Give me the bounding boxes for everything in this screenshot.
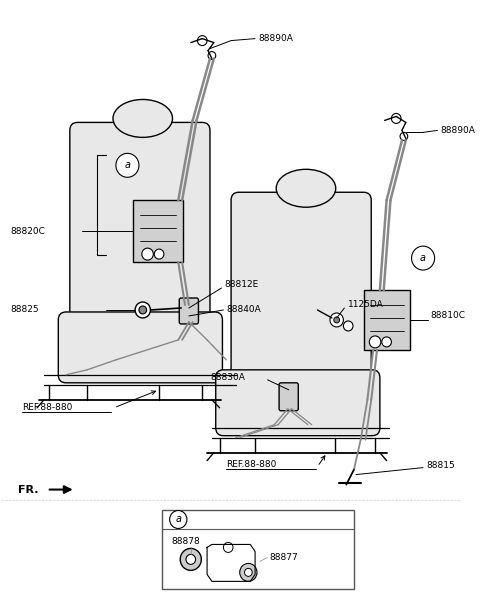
Circle shape bbox=[334, 317, 339, 323]
Circle shape bbox=[400, 132, 408, 140]
Circle shape bbox=[369, 336, 381, 348]
FancyBboxPatch shape bbox=[216, 370, 380, 435]
Circle shape bbox=[330, 313, 343, 327]
Text: a: a bbox=[124, 160, 131, 170]
Text: 88830A: 88830A bbox=[210, 373, 245, 382]
Circle shape bbox=[142, 248, 153, 260]
FancyBboxPatch shape bbox=[279, 383, 298, 411]
FancyBboxPatch shape bbox=[179, 298, 198, 324]
Bar bbox=[363, 290, 409, 350]
Text: 88877: 88877 bbox=[269, 553, 298, 562]
Text: 88812E: 88812E bbox=[224, 280, 259, 289]
Text: a: a bbox=[420, 253, 426, 263]
Text: 88890A: 88890A bbox=[258, 34, 293, 43]
Text: REF.88-880: REF.88-880 bbox=[22, 403, 72, 413]
Circle shape bbox=[343, 321, 353, 331]
Circle shape bbox=[391, 114, 401, 123]
Circle shape bbox=[135, 302, 150, 318]
Circle shape bbox=[180, 548, 201, 570]
Ellipse shape bbox=[276, 169, 336, 207]
Circle shape bbox=[116, 153, 139, 178]
Text: 88890A: 88890A bbox=[440, 126, 475, 135]
Text: 1125DA: 1125DA bbox=[348, 301, 384, 309]
Text: 88820C: 88820C bbox=[10, 226, 45, 236]
Text: REF.88-880: REF.88-880 bbox=[226, 460, 276, 469]
Circle shape bbox=[240, 564, 257, 582]
Text: 88815: 88815 bbox=[426, 461, 455, 470]
FancyBboxPatch shape bbox=[70, 123, 210, 338]
Bar bbox=[133, 201, 183, 262]
Circle shape bbox=[382, 337, 391, 347]
Text: FR.: FR. bbox=[18, 484, 38, 495]
Circle shape bbox=[154, 249, 164, 259]
Circle shape bbox=[223, 542, 233, 553]
FancyBboxPatch shape bbox=[231, 192, 371, 393]
Text: a: a bbox=[175, 515, 181, 524]
Text: 88840A: 88840A bbox=[226, 306, 261, 315]
Circle shape bbox=[186, 554, 195, 564]
Circle shape bbox=[169, 510, 187, 528]
Circle shape bbox=[139, 306, 146, 314]
Circle shape bbox=[244, 568, 252, 576]
Circle shape bbox=[208, 51, 216, 60]
Circle shape bbox=[411, 246, 434, 270]
Text: 88878: 88878 bbox=[171, 537, 200, 546]
Text: 88810C: 88810C bbox=[431, 312, 466, 321]
Circle shape bbox=[197, 36, 207, 45]
Text: 88825: 88825 bbox=[10, 306, 39, 315]
FancyBboxPatch shape bbox=[58, 312, 222, 383]
Ellipse shape bbox=[113, 100, 172, 137]
Bar bbox=[162, 510, 354, 590]
